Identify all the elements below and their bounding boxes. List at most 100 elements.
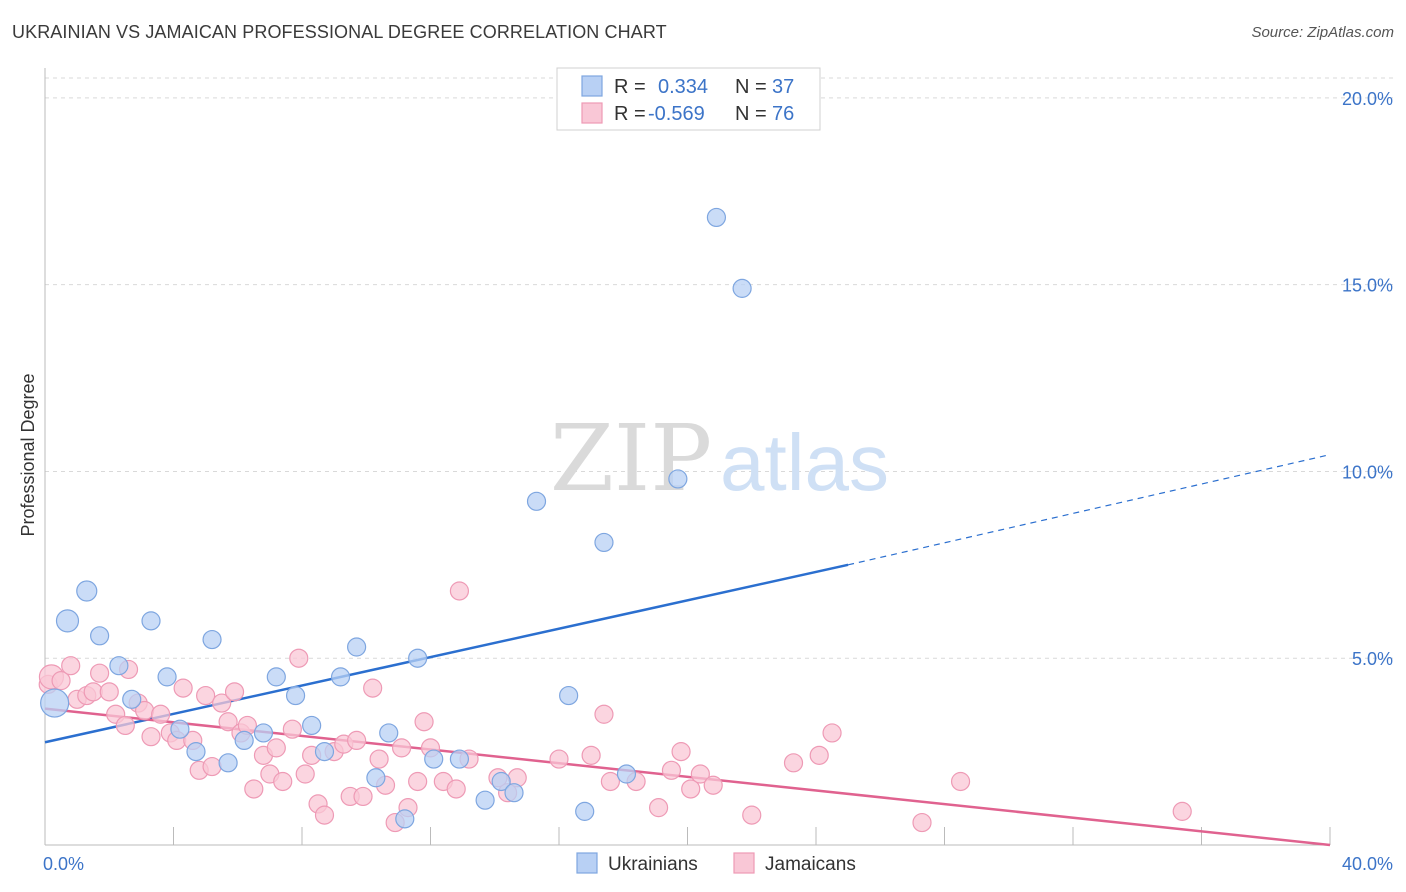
jamaicans-point-51 bbox=[414, 712, 434, 732]
legend-n-value-ukrainians: 37 bbox=[772, 76, 794, 98]
ukrainians-point-4 bbox=[141, 611, 161, 631]
jamaicans-point-28 bbox=[244, 779, 264, 799]
jamaicans-point-50 bbox=[408, 771, 428, 792]
correlation-legend: R = 0.334 N = 37 R = -0.569 N = 76 bbox=[556, 67, 821, 131]
ukrainians-point-7 bbox=[157, 667, 177, 687]
jamaicans-point-71 bbox=[742, 805, 762, 825]
ukrainians-point-20 bbox=[366, 768, 386, 788]
legend-r-value-jamaicans: -0.569 bbox=[648, 103, 705, 125]
jamaicans-point-73 bbox=[809, 745, 829, 765]
y-tick-label-2: 15.0% bbox=[1342, 276, 1393, 296]
jamaicans-point-35 bbox=[295, 764, 315, 784]
ukrainians-point-34 bbox=[668, 469, 688, 489]
ukrainians-point-31 bbox=[575, 801, 595, 821]
ukrainians-point-9 bbox=[186, 742, 206, 762]
trend-line-ukrainians bbox=[44, 563, 849, 744]
legend-swatch-ukrainians bbox=[581, 75, 603, 97]
jamaicans-point-22 bbox=[202, 756, 222, 777]
jamaicans-point-63 bbox=[600, 771, 621, 792]
ukrainians-point-23 bbox=[408, 648, 428, 668]
jamaicans-point-8 bbox=[99, 682, 119, 702]
ukrainians-point-2 bbox=[55, 609, 80, 633]
y-tick-labels: 5.0% 10.0% 15.0% 20.0% bbox=[1342, 89, 1393, 669]
ukrainians-point-30 bbox=[559, 685, 579, 706]
ukrainians-point-15 bbox=[285, 685, 306, 706]
jamaicans-point-67 bbox=[671, 742, 691, 762]
ukrainians-point-12 bbox=[234, 730, 254, 751]
ukrainians-point-11 bbox=[218, 753, 238, 773]
ukrainians-point-17 bbox=[314, 742, 335, 762]
x-axis-ticks bbox=[173, 827, 1331, 845]
ukrainians-point-18 bbox=[330, 667, 351, 687]
y-tick-label-3: 20.0% bbox=[1342, 89, 1393, 109]
jamaicans-point-15 bbox=[151, 704, 171, 724]
ukrainians-point-19 bbox=[347, 637, 367, 657]
chart-source: Source: ZipAtlas.com bbox=[1251, 24, 1394, 41]
legend-r-label-jamaicans: R = bbox=[614, 103, 646, 125]
jamaicans-points bbox=[38, 581, 1192, 833]
ukrainians-point-28 bbox=[504, 783, 524, 803]
jamaicans-point-54 bbox=[446, 779, 466, 799]
jamaicans-point-34 bbox=[289, 648, 309, 668]
jamaicans-point-2 bbox=[51, 671, 71, 691]
jamaicans-point-31 bbox=[266, 738, 286, 758]
jamaicans-point-23 bbox=[212, 693, 232, 713]
jamaicans-point-61 bbox=[581, 745, 601, 765]
jamaicans-point-62 bbox=[594, 704, 614, 724]
jamaicans-point-44 bbox=[363, 678, 383, 698]
ukrainians-point-0 bbox=[40, 688, 70, 718]
jamaicans-point-38 bbox=[314, 805, 335, 825]
jamaicans-point-10 bbox=[115, 715, 135, 736]
jamaicans-point-18 bbox=[173, 678, 193, 698]
ukrainians-point-21 bbox=[379, 723, 399, 743]
ukrainians-point-33 bbox=[616, 764, 637, 784]
ukrainians-point-26 bbox=[475, 790, 495, 810]
x-tick-label-max: 40.0% bbox=[1342, 854, 1393, 874]
grid-lines bbox=[45, 77, 1393, 659]
trend-line-ukrainians-extension bbox=[847, 454, 1331, 566]
legend-r-value-ukrainians: 0.334 bbox=[658, 76, 708, 98]
series-legend-label-ukrainians: Ukrainians bbox=[608, 854, 698, 875]
series-legend-swatch-ukrainians bbox=[576, 852, 598, 874]
ukrainians-point-27 bbox=[491, 771, 511, 792]
ukrainians-point-36 bbox=[732, 278, 752, 298]
legend-n-value-jamaicans: 76 bbox=[772, 103, 794, 125]
jamaicans-point-14 bbox=[141, 727, 161, 747]
legend-r-label-ukrainians: R = bbox=[614, 76, 646, 98]
ukrainians-point-13 bbox=[253, 723, 274, 743]
jamaicans-point-25 bbox=[224, 682, 245, 702]
legend-n-label-jamaicans: N = bbox=[735, 103, 767, 125]
jamaicans-point-75 bbox=[912, 812, 932, 833]
jamaicans-point-60 bbox=[549, 749, 569, 769]
series-legend: Ukrainians Jamaicans bbox=[576, 852, 856, 875]
series-legend-label-jamaicans: Jamaicans bbox=[765, 854, 856, 875]
jamaicans-point-43 bbox=[353, 786, 373, 807]
y-tick-label-1: 10.0% bbox=[1342, 462, 1393, 482]
x-tick-label-min: 0.0% bbox=[43, 854, 84, 874]
jamaicans-point-3 bbox=[61, 656, 81, 676]
ukrainians-point-22 bbox=[395, 809, 415, 829]
jamaicans-point-6 bbox=[83, 682, 103, 702]
jamaicans-point-48 bbox=[391, 738, 412, 758]
ukrainians-point-8 bbox=[170, 719, 190, 739]
legend-n-label-ukrainians: N = bbox=[735, 76, 767, 98]
ukrainians-point-5 bbox=[109, 656, 129, 676]
jamaicans-point-65 bbox=[648, 798, 669, 818]
y-axis-label: Professional Degree bbox=[18, 373, 38, 536]
jamaicans-point-42 bbox=[347, 730, 367, 751]
ukrainians-point-32 bbox=[594, 532, 614, 553]
ukrainians-point-25 bbox=[449, 749, 470, 769]
jamaicans-point-45 bbox=[369, 749, 389, 769]
ukrainians-point-14 bbox=[266, 667, 286, 687]
ukrainians-points bbox=[40, 207, 752, 829]
jamaicans-point-21 bbox=[196, 685, 216, 706]
ukrainians-point-6 bbox=[122, 689, 142, 709]
ukrainians-point-29 bbox=[526, 491, 547, 511]
ukrainians-point-3 bbox=[90, 626, 110, 646]
ukrainians-point-16 bbox=[302, 715, 322, 736]
chart-title: UKRAINIAN VS JAMAICAN PROFESSIONAL DEGRE… bbox=[12, 22, 667, 42]
ukrainians-point-24 bbox=[424, 749, 444, 769]
jamaicans-point-68 bbox=[681, 779, 701, 799]
jamaicans-point-77 bbox=[1172, 801, 1192, 821]
